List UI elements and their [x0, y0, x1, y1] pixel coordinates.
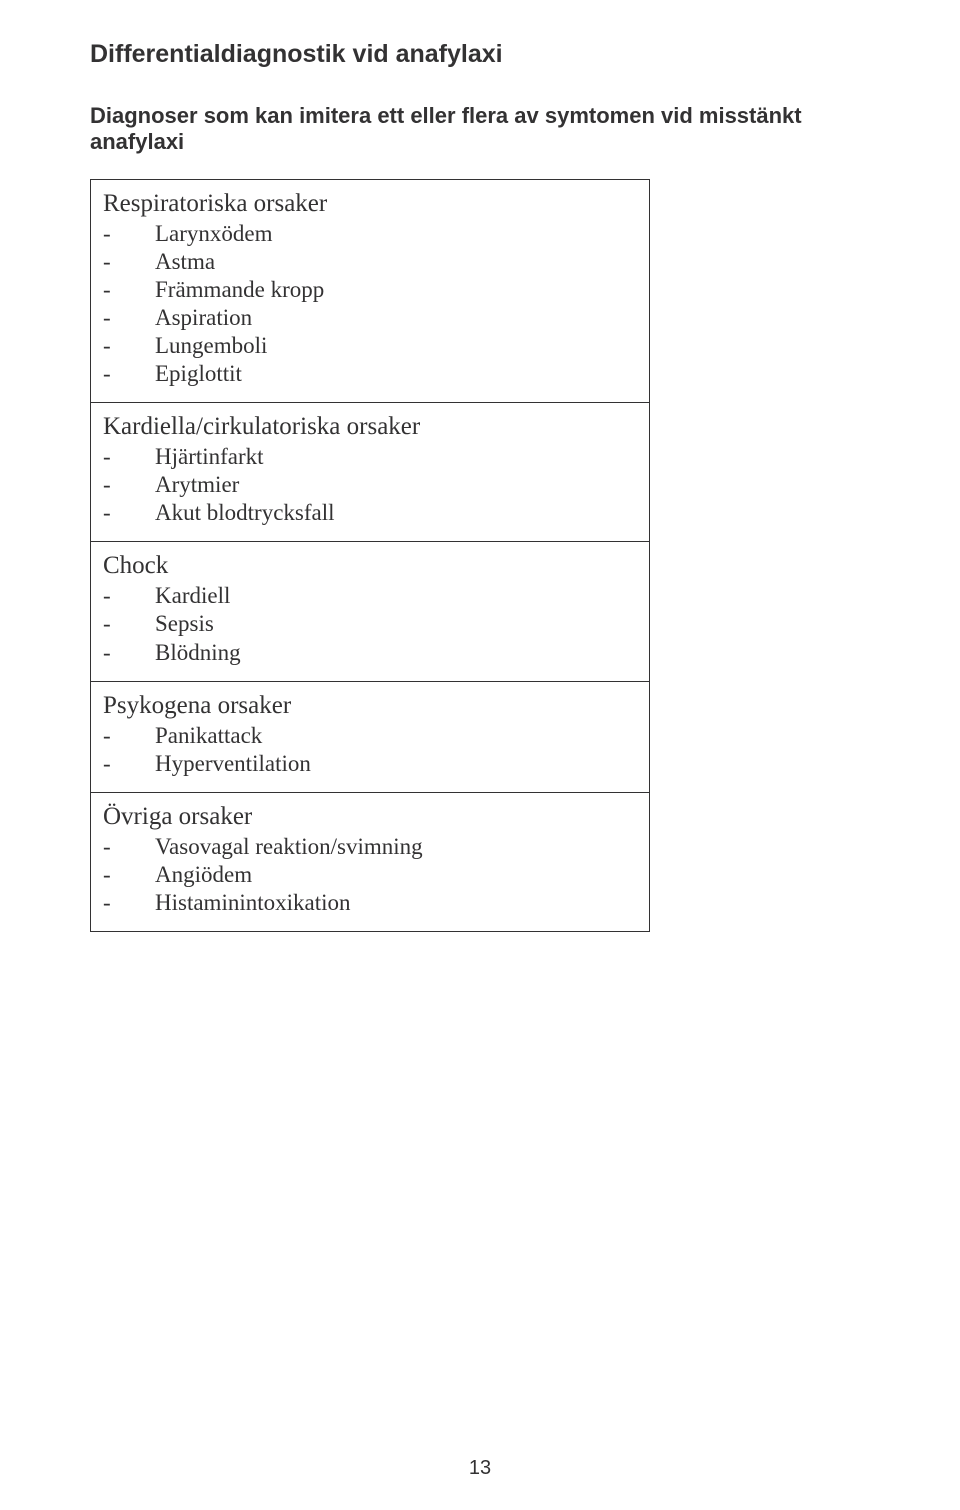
section-header: Övriga orsaker	[103, 803, 637, 831]
section-items: -Kardiell -Sepsis -Blödning	[103, 582, 637, 666]
section-items: -Larynxödem -Astma -Främmande kropp -Asp…	[103, 220, 637, 388]
list-item: -Angiödem	[103, 861, 637, 889]
section-psychogenic: Psykogena orsaker -Panikattack -Hyperven…	[91, 681, 650, 792]
list-item: -Panikattack	[103, 722, 637, 750]
diagnoses-table: Respiratoriska orsaker -Larynxödem -Astm…	[90, 179, 650, 932]
list-item: -Sepsis	[103, 610, 637, 638]
section-items: -Vasovagal reaktion/svimning -Angiödem -…	[103, 833, 637, 917]
list-item: -Arytmier	[103, 471, 637, 499]
list-item: -Lungemboli	[103, 332, 637, 360]
section-respiratory: Respiratoriska orsaker -Larynxödem -Astm…	[91, 180, 650, 403]
section-shock: Chock -Kardiell -Sepsis -Blödning	[91, 542, 650, 681]
list-item: -Vasovagal reaktion/svimning	[103, 833, 637, 861]
page-title: Differentialdiagnostik vid anafylaxi	[90, 40, 870, 69]
section-items: -Hjärtinfarkt -Arytmier -Akut blodtrycks…	[103, 443, 637, 527]
list-item: -Astma	[103, 248, 637, 276]
list-item: -Histaminintoxikation	[103, 889, 637, 917]
section-cardiac: Kardiella/cirkulatoriska orsaker -Hjärti…	[91, 403, 650, 542]
section-other: Övriga orsaker -Vasovagal reaktion/svimn…	[91, 792, 650, 931]
list-item: -Akut blodtrycksfall	[103, 499, 637, 527]
list-item: -Aspiration	[103, 304, 637, 332]
list-item: -Larynxödem	[103, 220, 637, 248]
section-header: Respiratoriska orsaker	[103, 190, 637, 218]
list-item: -Kardiell	[103, 582, 637, 610]
page-subtitle: Diagnoser som kan imitera ett eller fler…	[90, 103, 870, 155]
section-header: Psykogena orsaker	[103, 692, 637, 720]
list-item: -Blödning	[103, 639, 637, 667]
section-header: Kardiella/cirkulatoriska orsaker	[103, 413, 637, 441]
section-header: Chock	[103, 552, 637, 580]
list-item: -Främmande kropp	[103, 276, 637, 304]
list-item: -Epiglottit	[103, 360, 637, 388]
list-item: -Hyperventilation	[103, 750, 637, 778]
list-item: -Hjärtinfarkt	[103, 443, 637, 471]
page-number: 13	[0, 1457, 960, 1480]
section-items: -Panikattack -Hyperventilation	[103, 722, 637, 778]
